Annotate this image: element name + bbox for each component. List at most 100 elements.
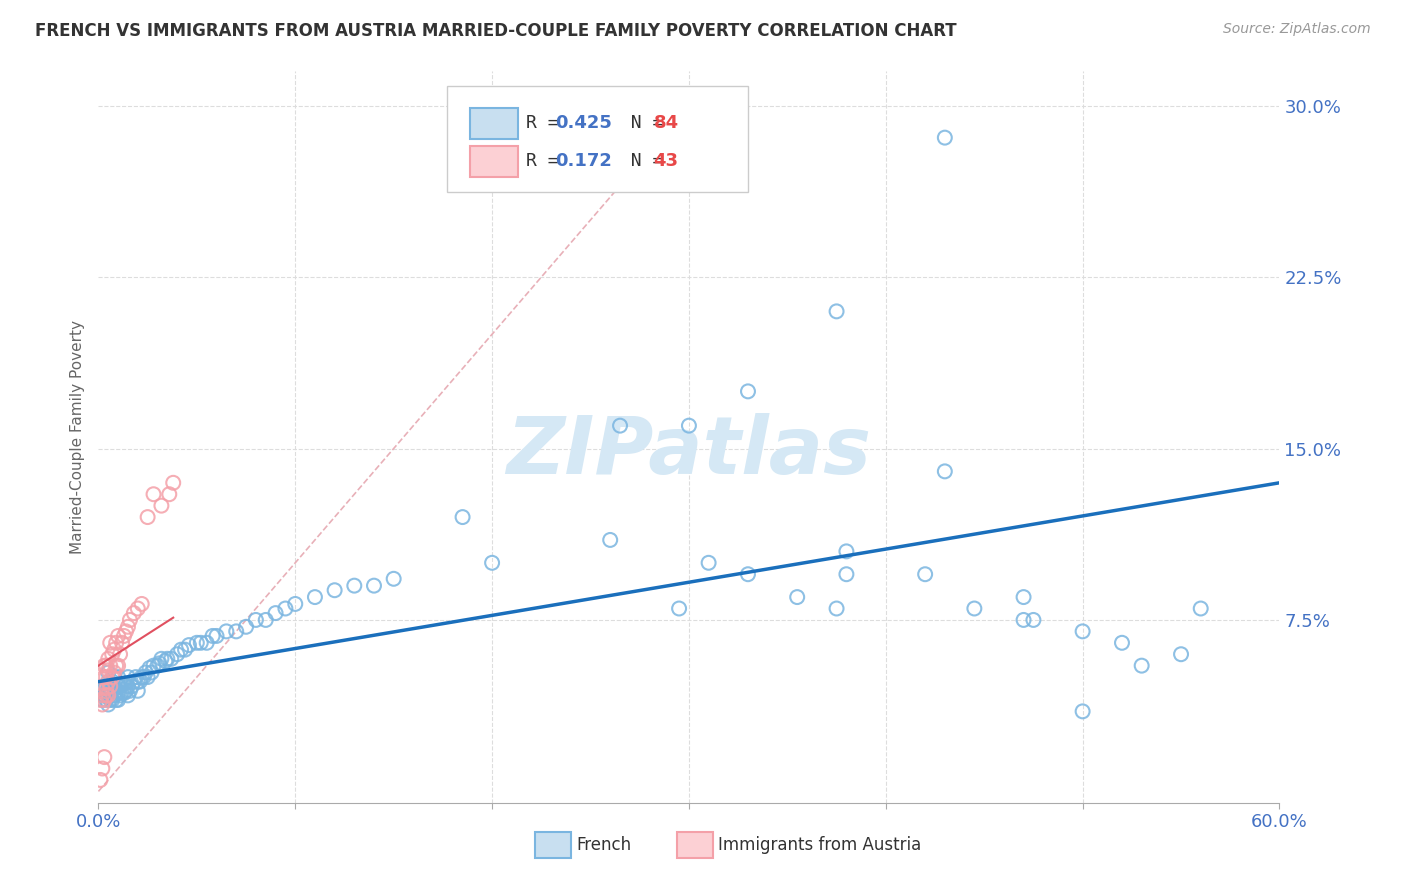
Point	[1022, 613, 1045, 627]
Point	[162, 475, 184, 490]
Point	[284, 597, 307, 611]
Point	[825, 601, 848, 615]
Point	[122, 674, 145, 689]
Point	[91, 681, 114, 696]
Point	[111, 686, 134, 700]
Point	[786, 590, 808, 604]
Text: R =: R =	[526, 113, 569, 131]
Point	[155, 654, 177, 668]
Point	[96, 693, 118, 707]
Point	[142, 487, 165, 501]
Point	[98, 679, 121, 693]
Point	[107, 629, 129, 643]
Point	[96, 658, 118, 673]
Point	[1170, 647, 1192, 661]
Text: N =: N =	[609, 113, 673, 131]
Point	[274, 601, 297, 615]
Point	[1071, 705, 1094, 719]
Point	[609, 418, 631, 433]
Point	[127, 683, 149, 698]
Point	[101, 693, 124, 707]
Point	[131, 670, 153, 684]
Point	[105, 636, 128, 650]
Point	[97, 674, 120, 689]
Text: N =: N =	[609, 152, 673, 169]
Point	[157, 487, 180, 501]
Text: French: French	[576, 836, 631, 855]
Point	[697, 556, 720, 570]
Point	[107, 658, 129, 673]
Point	[127, 674, 149, 689]
Point	[142, 658, 165, 673]
Point	[1189, 601, 1212, 615]
Point	[93, 689, 115, 703]
Point	[186, 636, 208, 650]
Point	[112, 629, 135, 643]
Point	[141, 665, 163, 680]
Point	[101, 674, 124, 689]
Point	[264, 606, 287, 620]
Point	[117, 620, 139, 634]
Point	[112, 677, 135, 691]
Point	[125, 670, 148, 684]
Point	[323, 583, 346, 598]
Point	[136, 510, 159, 524]
Point	[170, 642, 193, 657]
Point	[136, 670, 159, 684]
Point	[108, 647, 131, 661]
Point	[195, 636, 218, 650]
Point	[205, 629, 228, 643]
Point	[97, 698, 120, 712]
Point	[98, 658, 121, 673]
Point	[98, 693, 121, 707]
Point	[1111, 636, 1133, 650]
Point	[160, 652, 183, 666]
FancyBboxPatch shape	[447, 86, 748, 192]
Point	[93, 693, 115, 707]
Point	[835, 544, 858, 558]
Point	[93, 670, 115, 684]
Point	[201, 629, 224, 643]
Point	[128, 674, 150, 689]
Point	[107, 693, 129, 707]
Point	[103, 689, 125, 703]
Point	[93, 658, 115, 673]
Point	[122, 606, 145, 620]
Point	[245, 613, 267, 627]
Point	[132, 670, 155, 684]
Point	[963, 601, 986, 615]
Point	[89, 772, 111, 787]
Point	[93, 681, 115, 696]
Text: ZIPatlas: ZIPatlas	[506, 413, 872, 491]
Point	[825, 304, 848, 318]
Point	[599, 533, 621, 547]
Point	[668, 601, 690, 615]
Point	[118, 613, 141, 627]
Point	[225, 624, 247, 639]
Point	[108, 689, 131, 703]
Point	[96, 689, 118, 703]
Point	[91, 698, 114, 712]
Text: 84: 84	[654, 113, 679, 131]
Point	[107, 679, 129, 693]
Point	[101, 683, 124, 698]
Point	[112, 686, 135, 700]
Point	[118, 683, 141, 698]
FancyBboxPatch shape	[471, 108, 517, 138]
Point	[105, 683, 128, 698]
Point	[914, 567, 936, 582]
Point	[97, 689, 120, 703]
Point	[111, 636, 134, 650]
Text: Immigrants from Austria: Immigrants from Austria	[718, 836, 922, 855]
Point	[146, 658, 169, 673]
Point	[108, 679, 131, 693]
Point	[98, 636, 121, 650]
Point	[1012, 613, 1035, 627]
Text: Source: ZipAtlas.com: Source: ZipAtlas.com	[1223, 22, 1371, 37]
Text: FRENCH VS IMMIGRANTS FROM AUSTRIA MARRIED-COUPLE FAMILY POVERTY CORRELATION CHAR: FRENCH VS IMMIGRANTS FROM AUSTRIA MARRIE…	[35, 22, 956, 40]
Point	[177, 638, 200, 652]
Point	[111, 677, 134, 691]
Point	[190, 636, 212, 650]
Point	[115, 683, 138, 698]
Point	[121, 679, 143, 693]
